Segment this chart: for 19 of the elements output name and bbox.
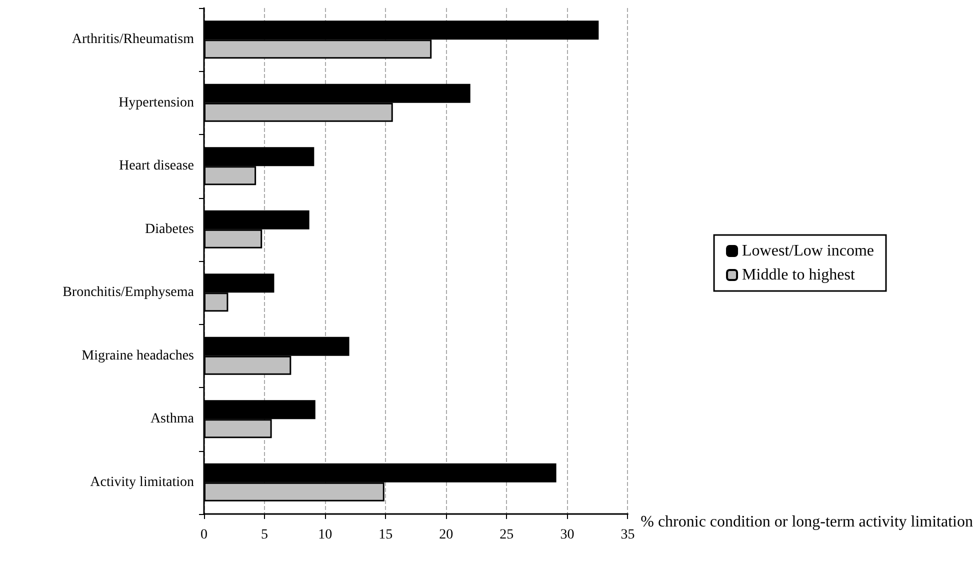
legend-label: Middle to highest [742, 266, 856, 284]
x-tick-label: 0 [200, 528, 208, 542]
x-tick-label: 10 [318, 528, 332, 542]
x-tick-label: 15 [378, 528, 393, 542]
legend-label: Lowest/Low income [742, 242, 874, 260]
y-tick-label: Arthritis/Rheumatism [72, 32, 194, 48]
y-tick-label: Activity limitation [90, 474, 194, 490]
x-tick-label: 5 [261, 528, 268, 542]
x-axis-title: % chronic condition or long-term activity limitation [640, 514, 973, 530]
x-tick-label: 20 [439, 528, 454, 542]
y-tick-label: Migraine headaches [82, 348, 194, 364]
y-tick-label: Hypertension [118, 95, 194, 110]
y-tick-label: Diabetes [145, 222, 194, 237]
x-tick-label: 25 [500, 528, 514, 542]
x-tick-label: 35 [620, 528, 635, 542]
x-tick-label: 30 [560, 528, 574, 542]
y-tick-label: Heart disease [118, 158, 194, 174]
y-tick-label: Asthma [150, 412, 195, 427]
y-tick-label: Bronchitis/Emphysema [62, 285, 195, 300]
